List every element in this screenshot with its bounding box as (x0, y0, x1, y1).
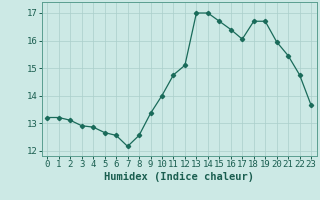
X-axis label: Humidex (Indice chaleur): Humidex (Indice chaleur) (104, 172, 254, 182)
